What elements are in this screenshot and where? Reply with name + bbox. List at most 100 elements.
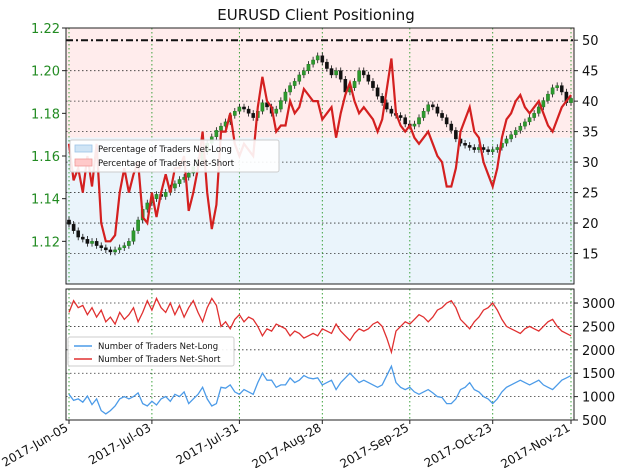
net-long-count-line bbox=[68, 364, 572, 415]
left-tick-label: 1.18 bbox=[31, 107, 60, 122]
candle-body bbox=[569, 98, 573, 103]
bottom-panel-frame bbox=[65, 288, 575, 421]
candle-body bbox=[131, 230, 136, 242]
left-axis-ticks: 1.12 1.14 1.16 1.18 1.20 1.22 bbox=[31, 22, 66, 250]
candle-body bbox=[357, 70, 361, 82]
candle-body bbox=[559, 85, 564, 93]
candle-body bbox=[403, 117, 408, 125]
candle-body bbox=[338, 70, 343, 80]
candle-body bbox=[426, 104, 431, 112]
candle-body bbox=[504, 138, 509, 144]
candle-body bbox=[113, 249, 117, 253]
x-axis-ticks: 2017-Jun-05 2017-Jul-03 2017-Jul-31 2017-Au… bbox=[0, 420, 573, 471]
candle-body bbox=[431, 104, 435, 108]
left-tick-label: 1.22 bbox=[31, 22, 60, 37]
legend-net-short-swatch bbox=[74, 158, 93, 167]
candle-body bbox=[467, 145, 472, 148]
x-tick-label: 2017-Oct-23 bbox=[422, 420, 494, 468]
candle-body bbox=[513, 130, 518, 135]
candle-body bbox=[136, 219, 140, 231]
candle-body bbox=[495, 147, 500, 150]
candle-body bbox=[389, 108, 394, 114]
x-tick-label: 2017-Jun-05 bbox=[0, 420, 70, 468]
candle-body bbox=[412, 123, 417, 127]
bottom-tick-label: 2000 bbox=[582, 344, 615, 359]
x-tick-label: 2017-Sep-25 bbox=[338, 420, 412, 468]
candle-body bbox=[99, 245, 104, 248]
candle-body bbox=[320, 55, 325, 63]
candle-body bbox=[104, 247, 108, 251]
bottom-tick-label: 3000 bbox=[582, 297, 615, 312]
x-tick-label: 2017-Jul-31 bbox=[174, 420, 241, 467]
candle-body bbox=[329, 68, 334, 76]
left-tick-label: 1.12 bbox=[31, 235, 60, 250]
candle-body bbox=[232, 110, 237, 116]
right-tick-label: 30 bbox=[582, 156, 599, 171]
candle-body bbox=[288, 85, 292, 93]
candle-body bbox=[481, 147, 486, 150]
right-tick-label: 50 bbox=[582, 34, 599, 49]
candle-body bbox=[444, 117, 449, 125]
candle-body bbox=[246, 108, 251, 114]
candle-body bbox=[283, 91, 288, 101]
candle-body bbox=[163, 192, 168, 197]
bottom-legend-box bbox=[67, 336, 235, 367]
candle-body bbox=[127, 241, 131, 246]
right-tick-label: 20 bbox=[582, 217, 599, 232]
candle-body bbox=[449, 123, 454, 131]
price-positioning-panel: 1.12 1.14 1.16 1.18 1.20 1.22 15 20 25 30 35 40 45 5… bbox=[31, 22, 599, 285]
net-short-count-line bbox=[68, 296, 572, 355]
candle-body bbox=[260, 102, 265, 112]
candle-body bbox=[486, 149, 490, 152]
candle-body bbox=[297, 74, 302, 82]
bottom-tick-label: 2500 bbox=[582, 320, 615, 335]
candle-body bbox=[541, 100, 546, 108]
candle-body bbox=[361, 70, 366, 76]
candle-body bbox=[251, 113, 256, 118]
candle-body bbox=[71, 224, 76, 231]
candle-body bbox=[173, 183, 177, 189]
candle-body bbox=[108, 249, 113, 253]
bottom-tick-label: 500 bbox=[582, 414, 607, 429]
legend-long-count-label: Number of Traders Net-Long bbox=[98, 342, 218, 352]
right-tick-label: 35 bbox=[582, 126, 599, 141]
right-axis-ticks: 15 20 25 30 35 40 45 50 bbox=[574, 34, 599, 263]
candle-body bbox=[463, 142, 467, 146]
bottom-legend: Number of Traders Net-Long Number of Tra… bbox=[67, 336, 235, 367]
candle-body bbox=[366, 74, 371, 82]
candle-body bbox=[122, 245, 127, 248]
candle-body bbox=[555, 85, 559, 88]
candle-body bbox=[76, 230, 81, 238]
net-short-band bbox=[66, 28, 574, 138]
x-tick-label: 2017-Aug-28 bbox=[250, 420, 324, 468]
candle-body bbox=[85, 238, 90, 244]
candle-body bbox=[292, 81, 297, 86]
candle-body bbox=[536, 106, 541, 114]
candle-body bbox=[375, 87, 380, 97]
candle-body bbox=[417, 117, 421, 125]
left-tick-label: 1.16 bbox=[31, 150, 60, 165]
candle-body bbox=[67, 219, 71, 225]
candle-body bbox=[177, 179, 182, 184]
candle-body bbox=[380, 96, 384, 103]
top-legend-box bbox=[69, 139, 280, 173]
candle-body bbox=[509, 134, 513, 140]
legend-short-count-label: Number of Traders Net-Short bbox=[98, 355, 221, 365]
right-tick-label: 25 bbox=[582, 187, 599, 202]
x-tick-label: 2017-Nov-21 bbox=[498, 420, 572, 468]
legend-net-short-label: Percentage of Traders Net-Short bbox=[98, 159, 235, 169]
bottom-tick-label: 1500 bbox=[582, 367, 615, 382]
candle-body bbox=[352, 81, 357, 88]
candle-body bbox=[546, 93, 550, 101]
candle-body bbox=[279, 100, 283, 110]
chart-title: EURUSD Client Positioning bbox=[217, 6, 415, 24]
candle-body bbox=[527, 117, 532, 123]
candle-body bbox=[550, 87, 555, 95]
candle-body bbox=[472, 147, 477, 150]
x-tick-label: 2017-Jul-03 bbox=[86, 420, 153, 467]
candle-body bbox=[490, 149, 495, 152]
legend-net-long-swatch bbox=[74, 144, 93, 153]
candle-body bbox=[334, 70, 338, 76]
trader-count-panel: 500 1000 1500 2000 2500 3000 Number of Trader… bbox=[65, 288, 615, 429]
